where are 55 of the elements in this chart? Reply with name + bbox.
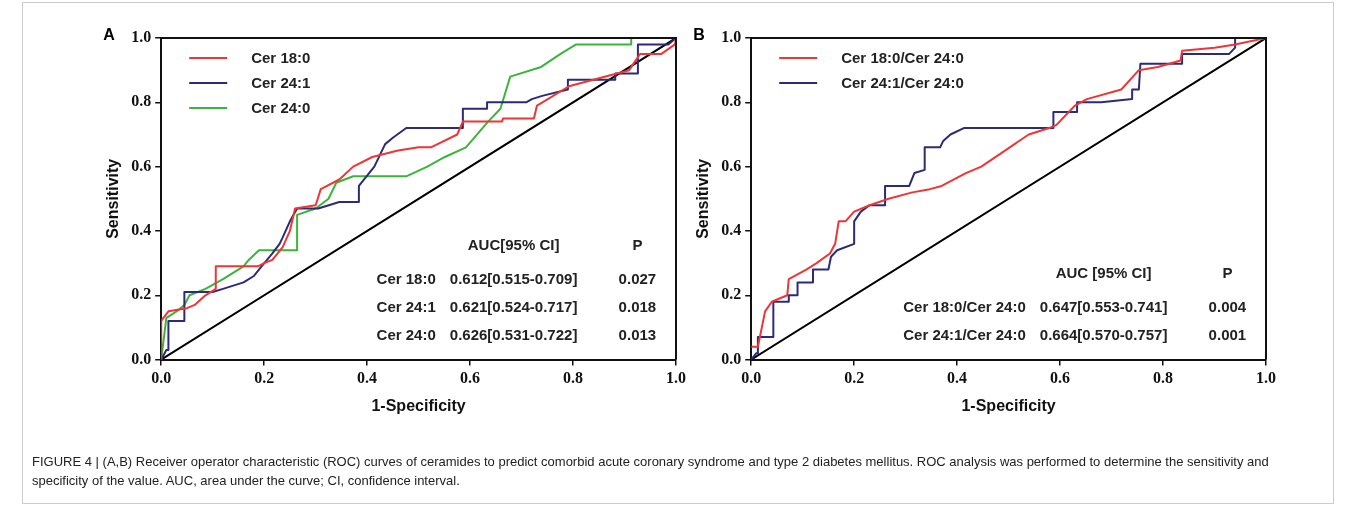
x-tick-label: 0.0 bbox=[741, 369, 762, 387]
y-tick-label: 0.4 bbox=[131, 221, 152, 239]
x-tick-label: 0.8 bbox=[563, 369, 584, 387]
y-tick-label: 1.0 bbox=[131, 28, 152, 46]
y-tick-label: 0.2 bbox=[721, 285, 742, 303]
x-axis-title: 1-Specificity bbox=[961, 396, 1056, 414]
legend-label: Cer 24:1/Cer 24:0 bbox=[841, 74, 964, 92]
annotation: 0.647[0.553-0.741] bbox=[1039, 297, 1168, 315]
y-axis-title: Sensitivity bbox=[104, 158, 122, 239]
x-tick-label: 0.4 bbox=[357, 369, 378, 387]
annotation: Cer 24:1/Cer 24:0 bbox=[903, 325, 1026, 343]
y-tick-label: 0.0 bbox=[721, 349, 742, 367]
annotation: 0.004 bbox=[1208, 297, 1247, 315]
x-tick-label: 1.0 bbox=[1256, 369, 1276, 387]
annotation: 0.027 bbox=[618, 269, 657, 287]
x-tick-label: 0.6 bbox=[1050, 369, 1071, 387]
x-tick-label: 0.0 bbox=[151, 369, 172, 387]
annotation: AUC [95% CI] bbox=[1055, 263, 1152, 281]
chart-title: A bbox=[103, 26, 116, 44]
legend-label: Cer 18:0/Cer 24:0 bbox=[841, 49, 964, 67]
y-axis-title: Sensitivity bbox=[694, 158, 712, 239]
x-tick-label: 1.0 bbox=[666, 369, 686, 387]
annotation: Cer 18:0 bbox=[376, 269, 436, 287]
x-tick-label: 0.6 bbox=[460, 369, 481, 387]
y-tick-label: 0.8 bbox=[131, 92, 152, 110]
y-tick-label: 0.6 bbox=[131, 156, 152, 174]
caption: FIGURE 4 | (A,B) Receiver operator characteristic (ROC) curves of ceramides to predict comorbid acute coronary syndrome and type 2 diabetes mellitus. ROC analysis was performed to determine the sensitivity and specificity of the value. AUC, area under the curve; CI, confidence interval. bbox=[32, 453, 1270, 490]
annotation: Cer 24:0 bbox=[376, 325, 436, 343]
annotation: P bbox=[1222, 263, 1233, 281]
annotation: 0.001 bbox=[1208, 325, 1247, 343]
chart-title: B bbox=[693, 26, 705, 44]
y-tick-label: 0.2 bbox=[131, 285, 152, 303]
annotation: 0.018 bbox=[618, 297, 657, 315]
x-axis-title: 1-Specificity bbox=[371, 396, 466, 414]
legend-label: Cer 24:1 bbox=[251, 74, 311, 92]
y-tick-label: 1.0 bbox=[721, 28, 742, 46]
y-tick-label: 0.8 bbox=[721, 92, 742, 110]
y-tick-label: 0.0 bbox=[131, 349, 152, 367]
annotation: AUC[95% CI] bbox=[467, 235, 560, 253]
y-tick-label: 0.4 bbox=[721, 221, 742, 239]
x-tick-label: 0.8 bbox=[1153, 369, 1174, 387]
y-tick-label: 0.6 bbox=[721, 156, 742, 174]
annotation: 0.626[0.531-0.722] bbox=[449, 325, 578, 343]
annotation: Cer 18:0/Cer 24:0 bbox=[903, 297, 1026, 315]
x-tick-label: 0.2 bbox=[844, 369, 865, 387]
annotation: 0.612[0.515-0.709] bbox=[449, 269, 578, 287]
x-tick-label: 0.4 bbox=[947, 369, 968, 387]
annotation: Cer 24:1 bbox=[376, 297, 436, 315]
legend-label: Cer 18:0 bbox=[251, 49, 311, 67]
x-tick-label: 0.2 bbox=[254, 369, 275, 387]
annotation: 0.013 bbox=[618, 325, 657, 343]
annotation: 0.664[0.570-0.757] bbox=[1039, 325, 1168, 343]
annotation: 0.621[0.524-0.717] bbox=[449, 297, 578, 315]
annotation: P bbox=[632, 235, 643, 253]
legend-label: Cer 24:0 bbox=[251, 99, 311, 117]
